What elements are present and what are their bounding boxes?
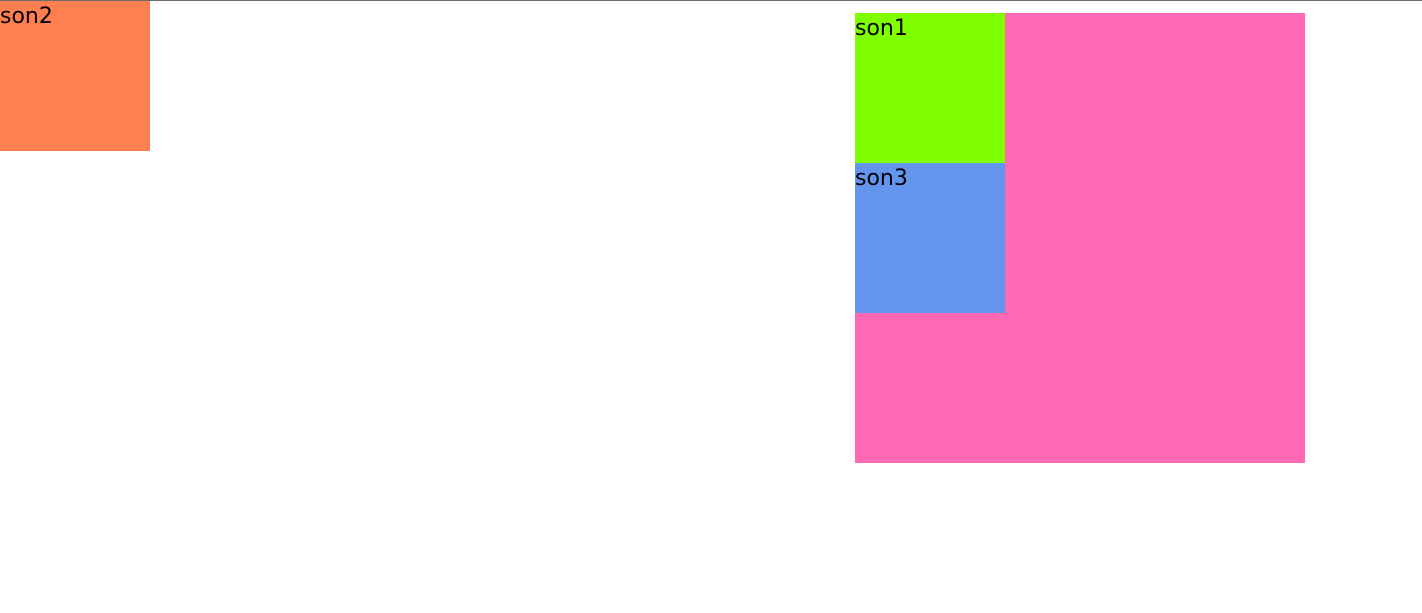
page-top-border — [0, 0, 1422, 1]
son2-box: son2 — [0, 1, 150, 151]
son2-label: son2 — [0, 4, 53, 29]
son1-box: son1 — [855, 13, 1005, 163]
son3-box: son3 — [855, 163, 1005, 313]
son1-label: son1 — [855, 16, 908, 41]
son3-label: son3 — [855, 166, 908, 191]
